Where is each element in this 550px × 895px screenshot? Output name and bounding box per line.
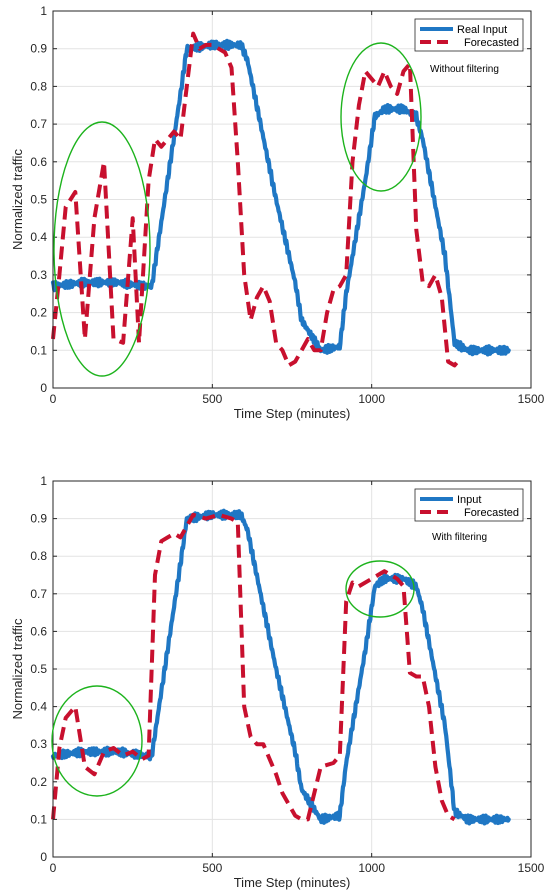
y-tick-label: 0.7 [30, 587, 47, 601]
y-tick-label: 0.1 [30, 343, 47, 357]
y-tick-label: 1 [40, 474, 47, 488]
y-tick-label: 0.7 [30, 117, 47, 131]
annotation-text: With filtering [432, 532, 487, 543]
y-tick-label: 0.6 [30, 155, 47, 169]
legend-label: Real Input [457, 24, 507, 36]
top-chart: 0 500 1000 1500 0 0.1 0.2 0.3 0.4 0.5 0.6 0.7 0.8 0.9… [10, 4, 545, 421]
x-axis-label: Time Step (minutes) [234, 875, 351, 890]
y-tick-label: 0.4 [30, 230, 47, 244]
y-axis-label: Normalized traffic [10, 618, 25, 719]
legend-label: Forecasted [464, 507, 519, 519]
y-tick-label: 0 [40, 381, 47, 395]
y-tick-label: 0.2 [30, 775, 47, 789]
highlight-ellipse [51, 685, 143, 797]
legend-label: Input [457, 494, 481, 506]
series-line-forecasted [51, 512, 456, 822]
y-tick-label: 0.9 [30, 42, 47, 56]
highlight-ellipse [345, 560, 415, 618]
y-tick-label: 0.6 [30, 624, 47, 638]
bottom-chart: 0 500 1000 1500 0 0.1 0.2 0.3 0.4 0.5 0.6 0.7 0.8 0.9… [10, 474, 545, 890]
x-tick-label: 1000 [358, 392, 385, 406]
y-tick-label: 0.8 [30, 549, 47, 563]
y-axis-label: Normalized traffic [10, 149, 25, 250]
x-tick-label: 1500 [518, 861, 545, 875]
y-tick-label: 0.8 [30, 79, 47, 93]
y-tick-label: 0.1 [30, 812, 47, 826]
y-tick-label: 0.3 [30, 268, 47, 282]
annotation-text: Without filtering [430, 64, 499, 75]
y-tick-label: 0.9 [30, 512, 47, 526]
legend-box [414, 18, 524, 52]
legend-label: Forecasted [464, 37, 519, 49]
legend-box [414, 488, 524, 522]
y-tick-label: 0.4 [30, 700, 47, 714]
x-tick-label: 0 [50, 861, 57, 875]
y-tick-label: 0.2 [30, 306, 47, 320]
x-axis-label: Time Step (minutes) [234, 406, 351, 421]
y-tick-label: 0 [40, 850, 47, 864]
x-tick-label: 0 [50, 392, 57, 406]
x-tick-label: 500 [202, 392, 222, 406]
y-tick-label: 0.5 [30, 662, 47, 676]
x-tick-label: 1000 [358, 861, 385, 875]
y-tick-label: 0.5 [30, 193, 47, 207]
x-tick-label: 1500 [518, 392, 545, 406]
series-line-forecasted [51, 31, 463, 368]
x-tick-label: 500 [202, 861, 222, 875]
highlight-ellipse [53, 121, 151, 377]
y-tick-label: 1 [40, 4, 47, 18]
y-tick-label: 0.3 [30, 737, 47, 751]
highlight-ellipse [340, 42, 422, 192]
